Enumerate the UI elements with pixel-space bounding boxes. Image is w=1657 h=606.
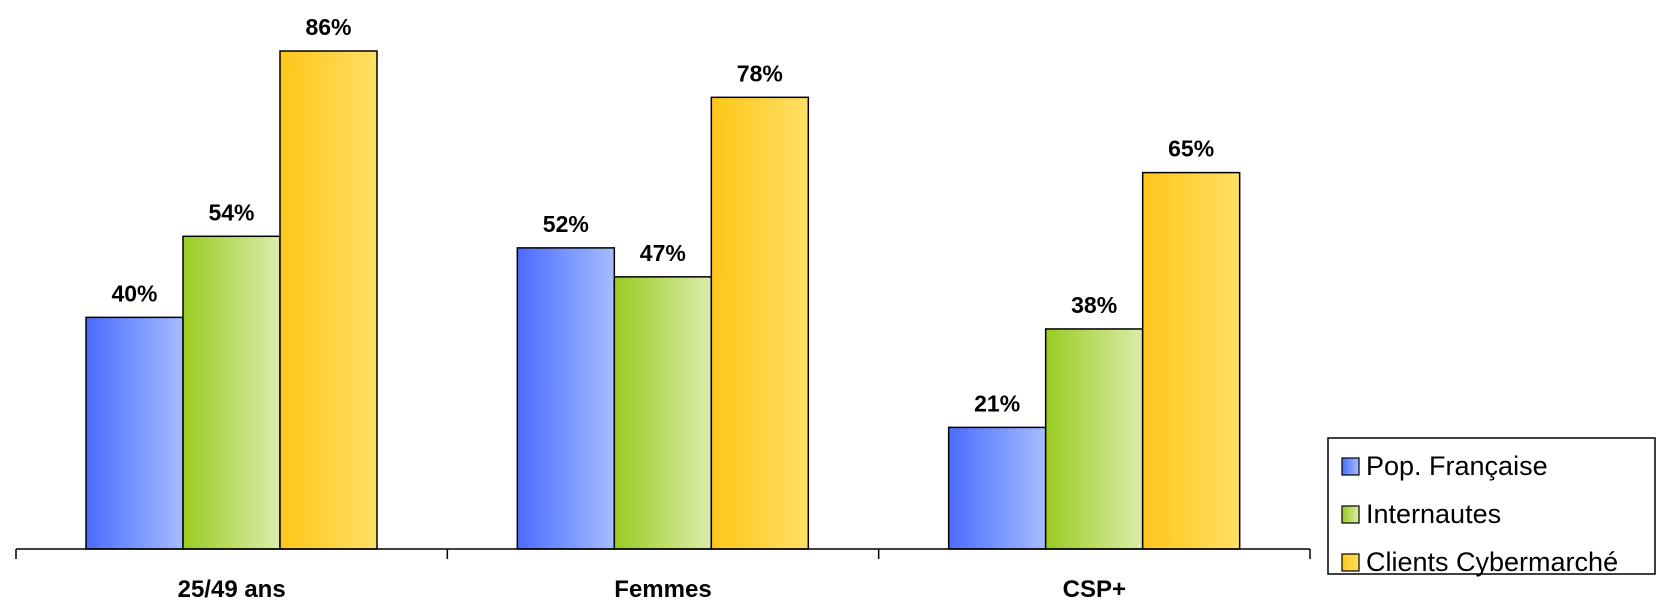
data-label-csp-pop-francaise: 21% — [974, 390, 1020, 416]
legend-swatch-internautes — [1341, 505, 1360, 524]
legend-label-clients-cybermarche: Clients Cybermarché — [1366, 547, 1618, 577]
legend-box — [1327, 437, 1656, 575]
category-label-femmes: Femmes — [614, 576, 711, 603]
legend-label-internautes: Internautes — [1366, 499, 1501, 529]
data-label-csp-internautes: 38% — [1071, 292, 1117, 318]
bar-femmes-internautes — [613, 276, 713, 550]
data-label-csp-clients-cybermarche: 65% — [1168, 136, 1214, 162]
data-label-femmes-internautes: 47% — [640, 240, 686, 266]
bar-csp-pop-francaise — [947, 426, 1047, 550]
bar-csp-internautes — [1044, 328, 1144, 550]
bar-femmes-pop-francaise — [516, 247, 616, 550]
category-labels-layer: 25/49 ans Femmes CSP+ — [178, 576, 1126, 603]
data-label-femmes-pop-francaise: 52% — [543, 211, 589, 237]
bar-25-49-ans-internautes — [182, 235, 281, 550]
data-label-25-49-ans-clients-cybermarche: 86% — [305, 14, 351, 40]
data-label-25-49-ans-internautes: 54% — [208, 199, 254, 225]
category-label-25-49-ans: 25/49 ans — [178, 576, 286, 603]
legend: Pop. Française Internautes Clients Cyberma… — [1327, 437, 1656, 577]
data-labels-layer: 40% 54% 86% 52% 47% 78% 21% 38% 65% — [111, 14, 1214, 416]
data-label-femmes-clients-cybermarche: 78% — [737, 60, 783, 86]
legend-label-pop-francaise: Pop. Française — [1366, 451, 1548, 481]
legend-swatch-pop-francaise — [1341, 457, 1360, 476]
bar-femmes-clients-cybermarche — [710, 96, 810, 550]
legend-swatch-clients-cybermarche — [1341, 553, 1360, 572]
bar-25-49-ans-clients-cybermarche — [279, 50, 378, 550]
bar-25-49-ans-pop-francaise — [85, 316, 184, 550]
x-axis — [15, 548, 1311, 559]
bar-csp-clients-cybermarche — [1141, 171, 1241, 550]
bars-layer — [85, 50, 1241, 550]
category-label-csp: CSP+ — [1063, 576, 1126, 603]
data-label-25-49-ans-pop-francaise: 40% — [111, 280, 157, 306]
